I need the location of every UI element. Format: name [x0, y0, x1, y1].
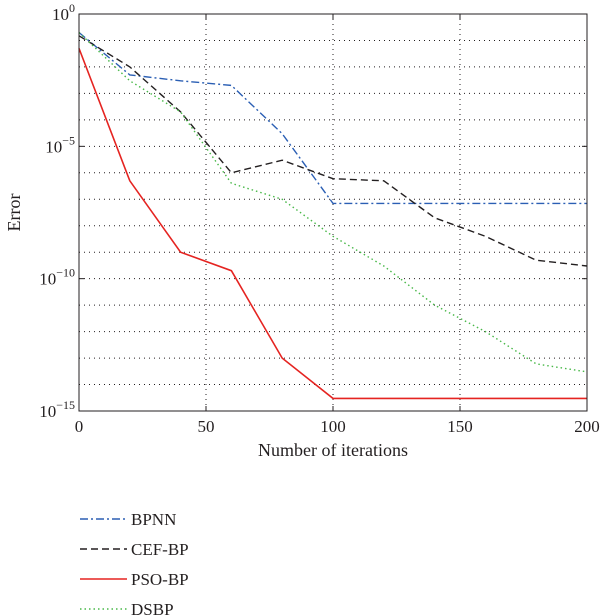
legend-item-bpnn: BPNN — [80, 510, 176, 529]
series-line-cef-bp — [78, 35, 588, 267]
y-axis-label: Error — [4, 194, 24, 232]
x-tick-label: 150 — [447, 417, 473, 436]
legend: BPNN CEF-BP PSO-BP DSBP — [80, 510, 189, 615]
legend-label: PSO-BP — [131, 570, 189, 589]
legend-item-cef-bp: CEF-BP — [80, 540, 189, 559]
y-tick-label: 10−5 — [45, 133, 75, 156]
legend-label: BPNN — [131, 510, 176, 529]
plot-frame — [78, 13, 588, 412]
series-line-dsbp — [78, 31, 588, 373]
x-tick-label: 200 — [574, 417, 600, 436]
x-axis-ticks: 0 50 100 150 200 — [75, 14, 600, 436]
y-tick-label: 10−15 — [39, 398, 75, 421]
x-tick-label: 0 — [75, 417, 84, 436]
y-tick-label: 100 — [52, 1, 75, 24]
y-tick-label: 10−10 — [39, 266, 75, 289]
legend-item-pso-bp: PSO-BP — [80, 570, 189, 589]
x-tick-label: 50 — [198, 417, 215, 436]
legend-label: CEF-BP — [131, 540, 189, 559]
y-axis-ticks: 100 10−5 10−10 10−15 — [39, 1, 587, 421]
legend-item-dsbp: DSBP — [80, 600, 174, 615]
grid — [79, 14, 587, 411]
x-axis-label: Number of iterations — [258, 440, 408, 460]
x-tick-label: 100 — [320, 417, 346, 436]
legend-label: DSBP — [131, 600, 174, 615]
series-lines — [78, 31, 588, 400]
series-line-pso-bp — [78, 48, 587, 400]
series-line-bpnn — [78, 31, 587, 205]
